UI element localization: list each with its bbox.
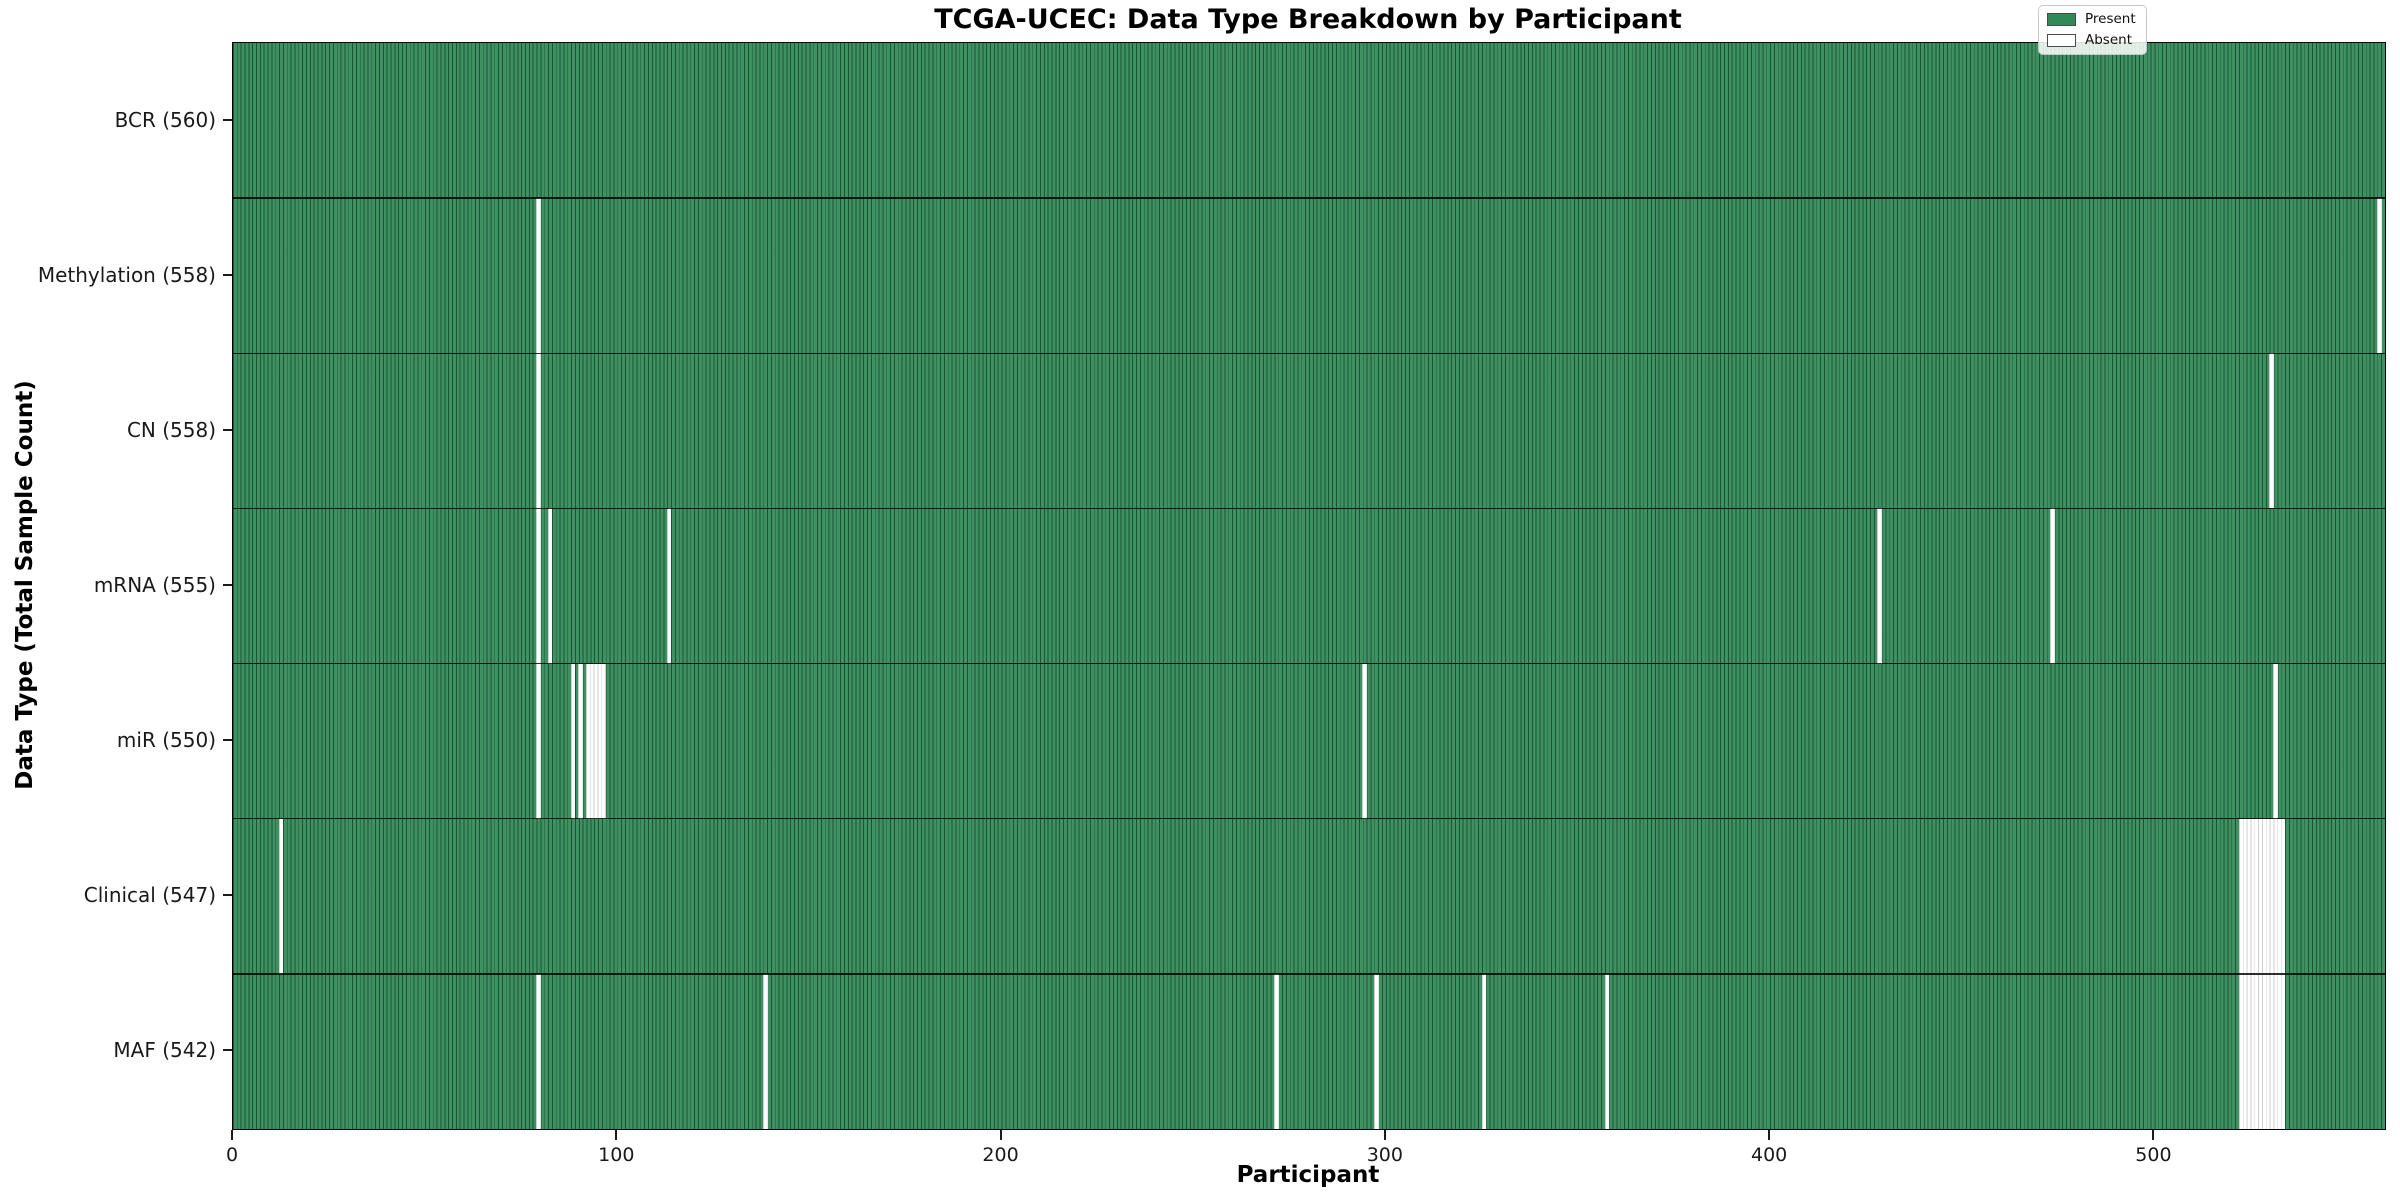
y-tick-label-MAF: MAF (542): [113, 1038, 216, 1063]
x-tick-mark: [615, 1130, 618, 1140]
absent-gap: [536, 508, 541, 664]
legend-item-present: Present: [2047, 11, 2136, 27]
y-tick-label-Methylation: Methylation (558): [37, 262, 216, 287]
absent-gap: [570, 663, 576, 819]
legend-label: Absent: [2085, 31, 2132, 48]
y-tick-mark: [223, 584, 232, 586]
absent-gap: [586, 663, 607, 819]
absent-gap: [2273, 663, 2278, 819]
absent-gap: [278, 818, 284, 974]
y-tick-label-BCR: BCR (560): [114, 107, 216, 132]
absent-gap: [1481, 973, 1487, 1129]
x-tick-mark: [231, 1130, 233, 1140]
absent-swatch-icon: [2047, 33, 2076, 47]
absent-gap: [578, 663, 584, 819]
row-separator: [233, 973, 2385, 975]
row-separator: [233, 507, 2385, 510]
x-axis-label: Participant: [1236, 1162, 1380, 1188]
absent-gap: [2376, 198, 2382, 354]
x-tick-label: 500: [2135, 1144, 2172, 1166]
absent-gap: [2238, 973, 2286, 1129]
absent-gap: [2238, 818, 2286, 974]
x-tick-label: 100: [598, 1144, 635, 1166]
y-tick-mark: [223, 739, 232, 742]
absent-gap: [2050, 508, 2055, 664]
legend: Present Absent: [2038, 5, 2147, 55]
absent-gap: [1373, 973, 1379, 1129]
y-tick-mark: [223, 894, 232, 897]
absent-gap: [762, 973, 768, 1129]
absent-gap: [536, 198, 541, 354]
x-tick-mark: [1768, 1130, 1771, 1140]
y-tick-label-mRNA: mRNA (555): [93, 573, 216, 597]
x-tick-mark: [1383, 1130, 1386, 1140]
row-separator: [233, 197, 2385, 199]
row-Clinical: [233, 818, 2385, 974]
absent-gap: [1877, 508, 1882, 664]
absent-gap: [536, 973, 541, 1129]
y-tick-label-CN: CN (558): [126, 417, 216, 442]
row-MAF: [233, 973, 2385, 1129]
row-CN: [233, 353, 2385, 509]
row-separator: [233, 352, 2385, 354]
legend-label: Present: [2085, 11, 2136, 27]
x-tick-label: 300: [1366, 1144, 1403, 1166]
absent-gap: [666, 508, 672, 664]
row-separator: [233, 662, 2385, 665]
row-miR: [233, 663, 2385, 819]
x-tick-label: 0: [225, 1144, 239, 1166]
row-BCR: [233, 43, 2385, 199]
x-tick-mark: [999, 1130, 1002, 1140]
absent-gap: [1274, 973, 1279, 1129]
y-tick-label-miR: miR (550): [116, 728, 216, 753]
present-swatch-icon: [2047, 13, 2076, 27]
absent-gap: [2269, 353, 2274, 509]
y-tick-mark: [223, 118, 232, 121]
x-tick-label: 200: [982, 1144, 1019, 1166]
legend-item-absent: Absent: [2047, 31, 2136, 48]
y-tick-mark: [223, 273, 232, 276]
x-tick-label: 400: [1751, 1144, 1788, 1166]
plot-area: [232, 42, 2386, 1130]
chart-title: TCGA-UCEC: Data Type Breakdown by Partic…: [934, 4, 1682, 35]
y-tick-label-Clinical: Clinical (547): [83, 883, 216, 908]
absent-gap: [1604, 973, 1610, 1129]
absent-gap: [547, 508, 553, 664]
absent-gap: [536, 663, 541, 819]
x-tick-mark: [2152, 1130, 2155, 1140]
absent-gap: [1362, 663, 1368, 819]
row-Methylation: [233, 198, 2385, 354]
absent-gap: [536, 353, 541, 509]
y-tick-mark: [223, 428, 232, 431]
row-separator: [233, 818, 2385, 820]
row-mRNA: [233, 508, 2385, 664]
y-tick-mark: [223, 1049, 232, 1052]
